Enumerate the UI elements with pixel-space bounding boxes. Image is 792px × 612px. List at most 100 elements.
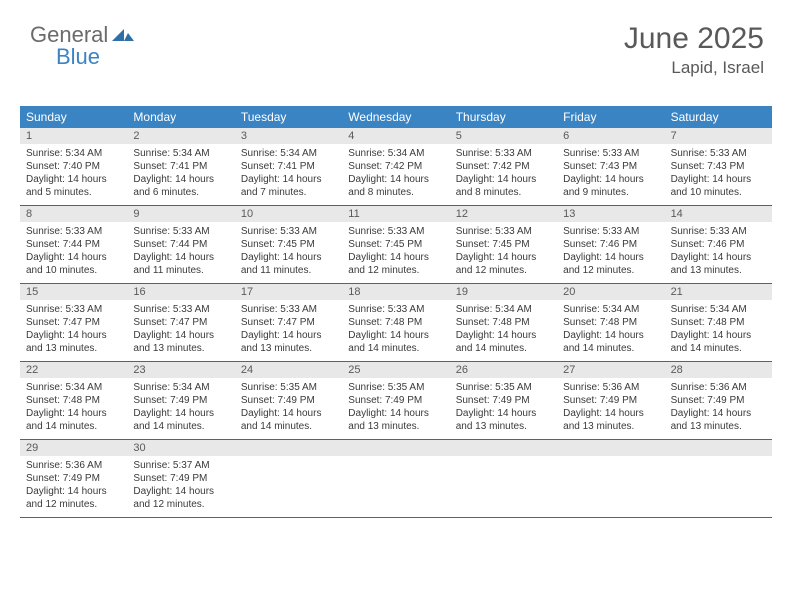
day-number: 11 — [342, 206, 449, 222]
day-content: Sunrise: 5:33 AMSunset: 7:48 PMDaylight:… — [342, 300, 449, 361]
calendar-day: 9Sunrise: 5:33 AMSunset: 7:44 PMDaylight… — [127, 206, 234, 283]
daylight-text-1: Daylight: 14 hours — [456, 251, 551, 264]
daylight-text-1: Daylight: 14 hours — [133, 407, 228, 420]
location: Lapid, Israel — [624, 58, 764, 78]
daylight-text-1: Daylight: 14 hours — [241, 407, 336, 420]
day-number: 30 — [127, 440, 234, 456]
daylight-text-1: Daylight: 14 hours — [26, 329, 121, 342]
day-content: Sunrise: 5:33 AMSunset: 7:46 PMDaylight:… — [557, 222, 664, 283]
daylight-text-1: Daylight: 14 hours — [563, 173, 658, 186]
day-content: Sunrise: 5:33 AMSunset: 7:47 PMDaylight:… — [127, 300, 234, 361]
day-content: Sunrise: 5:33 AMSunset: 7:43 PMDaylight:… — [557, 144, 664, 205]
sunrise-text: Sunrise: 5:34 AM — [26, 147, 121, 160]
sunrise-text: Sunrise: 5:37 AM — [133, 459, 228, 472]
calendar-day: 13Sunrise: 5:33 AMSunset: 7:46 PMDayligh… — [557, 206, 664, 283]
daylight-text-2: and 14 minutes. — [133, 420, 228, 433]
daylight-text-1: Daylight: 14 hours — [456, 407, 551, 420]
daylight-text-1: Daylight: 14 hours — [671, 251, 766, 264]
daylight-text-1: Daylight: 14 hours — [456, 329, 551, 342]
calendar-day: 5Sunrise: 5:33 AMSunset: 7:42 PMDaylight… — [450, 128, 557, 205]
day-number: 25 — [342, 362, 449, 378]
sunset-text: Sunset: 7:42 PM — [456, 160, 551, 173]
daylight-text-2: and 13 minutes. — [671, 264, 766, 277]
day-content: Sunrise: 5:34 AMSunset: 7:48 PMDaylight:… — [665, 300, 772, 361]
day-number-empty — [665, 440, 772, 456]
sunrise-text: Sunrise: 5:36 AM — [671, 381, 766, 394]
calendar-day: 23Sunrise: 5:34 AMSunset: 7:49 PMDayligh… — [127, 362, 234, 439]
day-content: Sunrise: 5:34 AMSunset: 7:41 PMDaylight:… — [127, 144, 234, 205]
week-row: 1Sunrise: 5:34 AMSunset: 7:40 PMDaylight… — [20, 128, 772, 206]
week-row: 8Sunrise: 5:33 AMSunset: 7:44 PMDaylight… — [20, 206, 772, 284]
day-number: 1 — [20, 128, 127, 144]
day-content: Sunrise: 5:37 AMSunset: 7:49 PMDaylight:… — [127, 456, 234, 517]
logo-text-blue-wrap: Blue — [56, 44, 100, 70]
daylight-text-2: and 13 minutes. — [133, 342, 228, 355]
calendar: Sunday Monday Tuesday Wednesday Thursday… — [20, 106, 772, 518]
sunset-text: Sunset: 7:46 PM — [671, 238, 766, 251]
calendar-day: 11Sunrise: 5:33 AMSunset: 7:45 PMDayligh… — [342, 206, 449, 283]
sunrise-text: Sunrise: 5:33 AM — [241, 225, 336, 238]
day-content: Sunrise: 5:33 AMSunset: 7:44 PMDaylight:… — [127, 222, 234, 283]
day-content: Sunrise: 5:34 AMSunset: 7:42 PMDaylight:… — [342, 144, 449, 205]
daylight-text-1: Daylight: 14 hours — [348, 251, 443, 264]
sunset-text: Sunset: 7:43 PM — [563, 160, 658, 173]
weekday-row: Sunday Monday Tuesday Wednesday Thursday… — [20, 106, 772, 128]
daylight-text-2: and 13 minutes. — [241, 342, 336, 355]
sunset-text: Sunset: 7:45 PM — [241, 238, 336, 251]
calendar-day: 12Sunrise: 5:33 AMSunset: 7:45 PMDayligh… — [450, 206, 557, 283]
day-number-empty — [557, 440, 664, 456]
day-number: 27 — [557, 362, 664, 378]
daylight-text-2: and 14 minutes. — [348, 342, 443, 355]
daylight-text-2: and 13 minutes. — [671, 420, 766, 433]
calendar-day: 8Sunrise: 5:33 AMSunset: 7:44 PMDaylight… — [20, 206, 127, 283]
calendar-day: 21Sunrise: 5:34 AMSunset: 7:48 PMDayligh… — [665, 284, 772, 361]
calendar-day: 6Sunrise: 5:33 AMSunset: 7:43 PMDaylight… — [557, 128, 664, 205]
sunrise-text: Sunrise: 5:34 AM — [26, 381, 121, 394]
daylight-text-1: Daylight: 14 hours — [671, 329, 766, 342]
header-right: June 2025 Lapid, Israel — [624, 22, 764, 78]
daylight-text-2: and 9 minutes. — [563, 186, 658, 199]
daylight-text-1: Daylight: 14 hours — [26, 173, 121, 186]
calendar-day: 24Sunrise: 5:35 AMSunset: 7:49 PMDayligh… — [235, 362, 342, 439]
day-content: Sunrise: 5:33 AMSunset: 7:47 PMDaylight:… — [235, 300, 342, 361]
calendar-day: 2Sunrise: 5:34 AMSunset: 7:41 PMDaylight… — [127, 128, 234, 205]
daylight-text-2: and 12 minutes. — [348, 264, 443, 277]
weekday-thursday: Thursday — [450, 106, 557, 128]
sunrise-text: Sunrise: 5:34 AM — [671, 303, 766, 316]
daylight-text-1: Daylight: 14 hours — [348, 173, 443, 186]
daylight-text-1: Daylight: 14 hours — [241, 251, 336, 264]
day-number: 20 — [557, 284, 664, 300]
sunset-text: Sunset: 7:42 PM — [348, 160, 443, 173]
weekday-tuesday: Tuesday — [235, 106, 342, 128]
calendar-day: 27Sunrise: 5:36 AMSunset: 7:49 PMDayligh… — [557, 362, 664, 439]
sunrise-text: Sunrise: 5:33 AM — [456, 147, 551, 160]
day-number: 3 — [235, 128, 342, 144]
daylight-text-2: and 10 minutes. — [671, 186, 766, 199]
daylight-text-2: and 6 minutes. — [133, 186, 228, 199]
day-content-empty — [557, 456, 664, 514]
sunset-text: Sunset: 7:47 PM — [241, 316, 336, 329]
sunset-text: Sunset: 7:45 PM — [456, 238, 551, 251]
calendar-day: 28Sunrise: 5:36 AMSunset: 7:49 PMDayligh… — [665, 362, 772, 439]
daylight-text-1: Daylight: 14 hours — [133, 485, 228, 498]
day-number: 21 — [665, 284, 772, 300]
calendar-day: 10Sunrise: 5:33 AMSunset: 7:45 PMDayligh… — [235, 206, 342, 283]
daylight-text-2: and 13 minutes. — [456, 420, 551, 433]
sunset-text: Sunset: 7:49 PM — [348, 394, 443, 407]
day-number: 24 — [235, 362, 342, 378]
daylight-text-2: and 10 minutes. — [26, 264, 121, 277]
calendar-day: 4Sunrise: 5:34 AMSunset: 7:42 PMDaylight… — [342, 128, 449, 205]
day-number: 7 — [665, 128, 772, 144]
day-content: Sunrise: 5:34 AMSunset: 7:41 PMDaylight:… — [235, 144, 342, 205]
sunset-text: Sunset: 7:48 PM — [456, 316, 551, 329]
day-number: 5 — [450, 128, 557, 144]
sunset-text: Sunset: 7:49 PM — [456, 394, 551, 407]
sunrise-text: Sunrise: 5:33 AM — [563, 225, 658, 238]
day-number: 19 — [450, 284, 557, 300]
day-number: 23 — [127, 362, 234, 378]
sunset-text: Sunset: 7:49 PM — [671, 394, 766, 407]
daylight-text-2: and 5 minutes. — [26, 186, 121, 199]
daylight-text-1: Daylight: 14 hours — [671, 173, 766, 186]
day-content: Sunrise: 5:36 AMSunset: 7:49 PMDaylight:… — [20, 456, 127, 517]
calendar-day: 30Sunrise: 5:37 AMSunset: 7:49 PMDayligh… — [127, 440, 234, 517]
